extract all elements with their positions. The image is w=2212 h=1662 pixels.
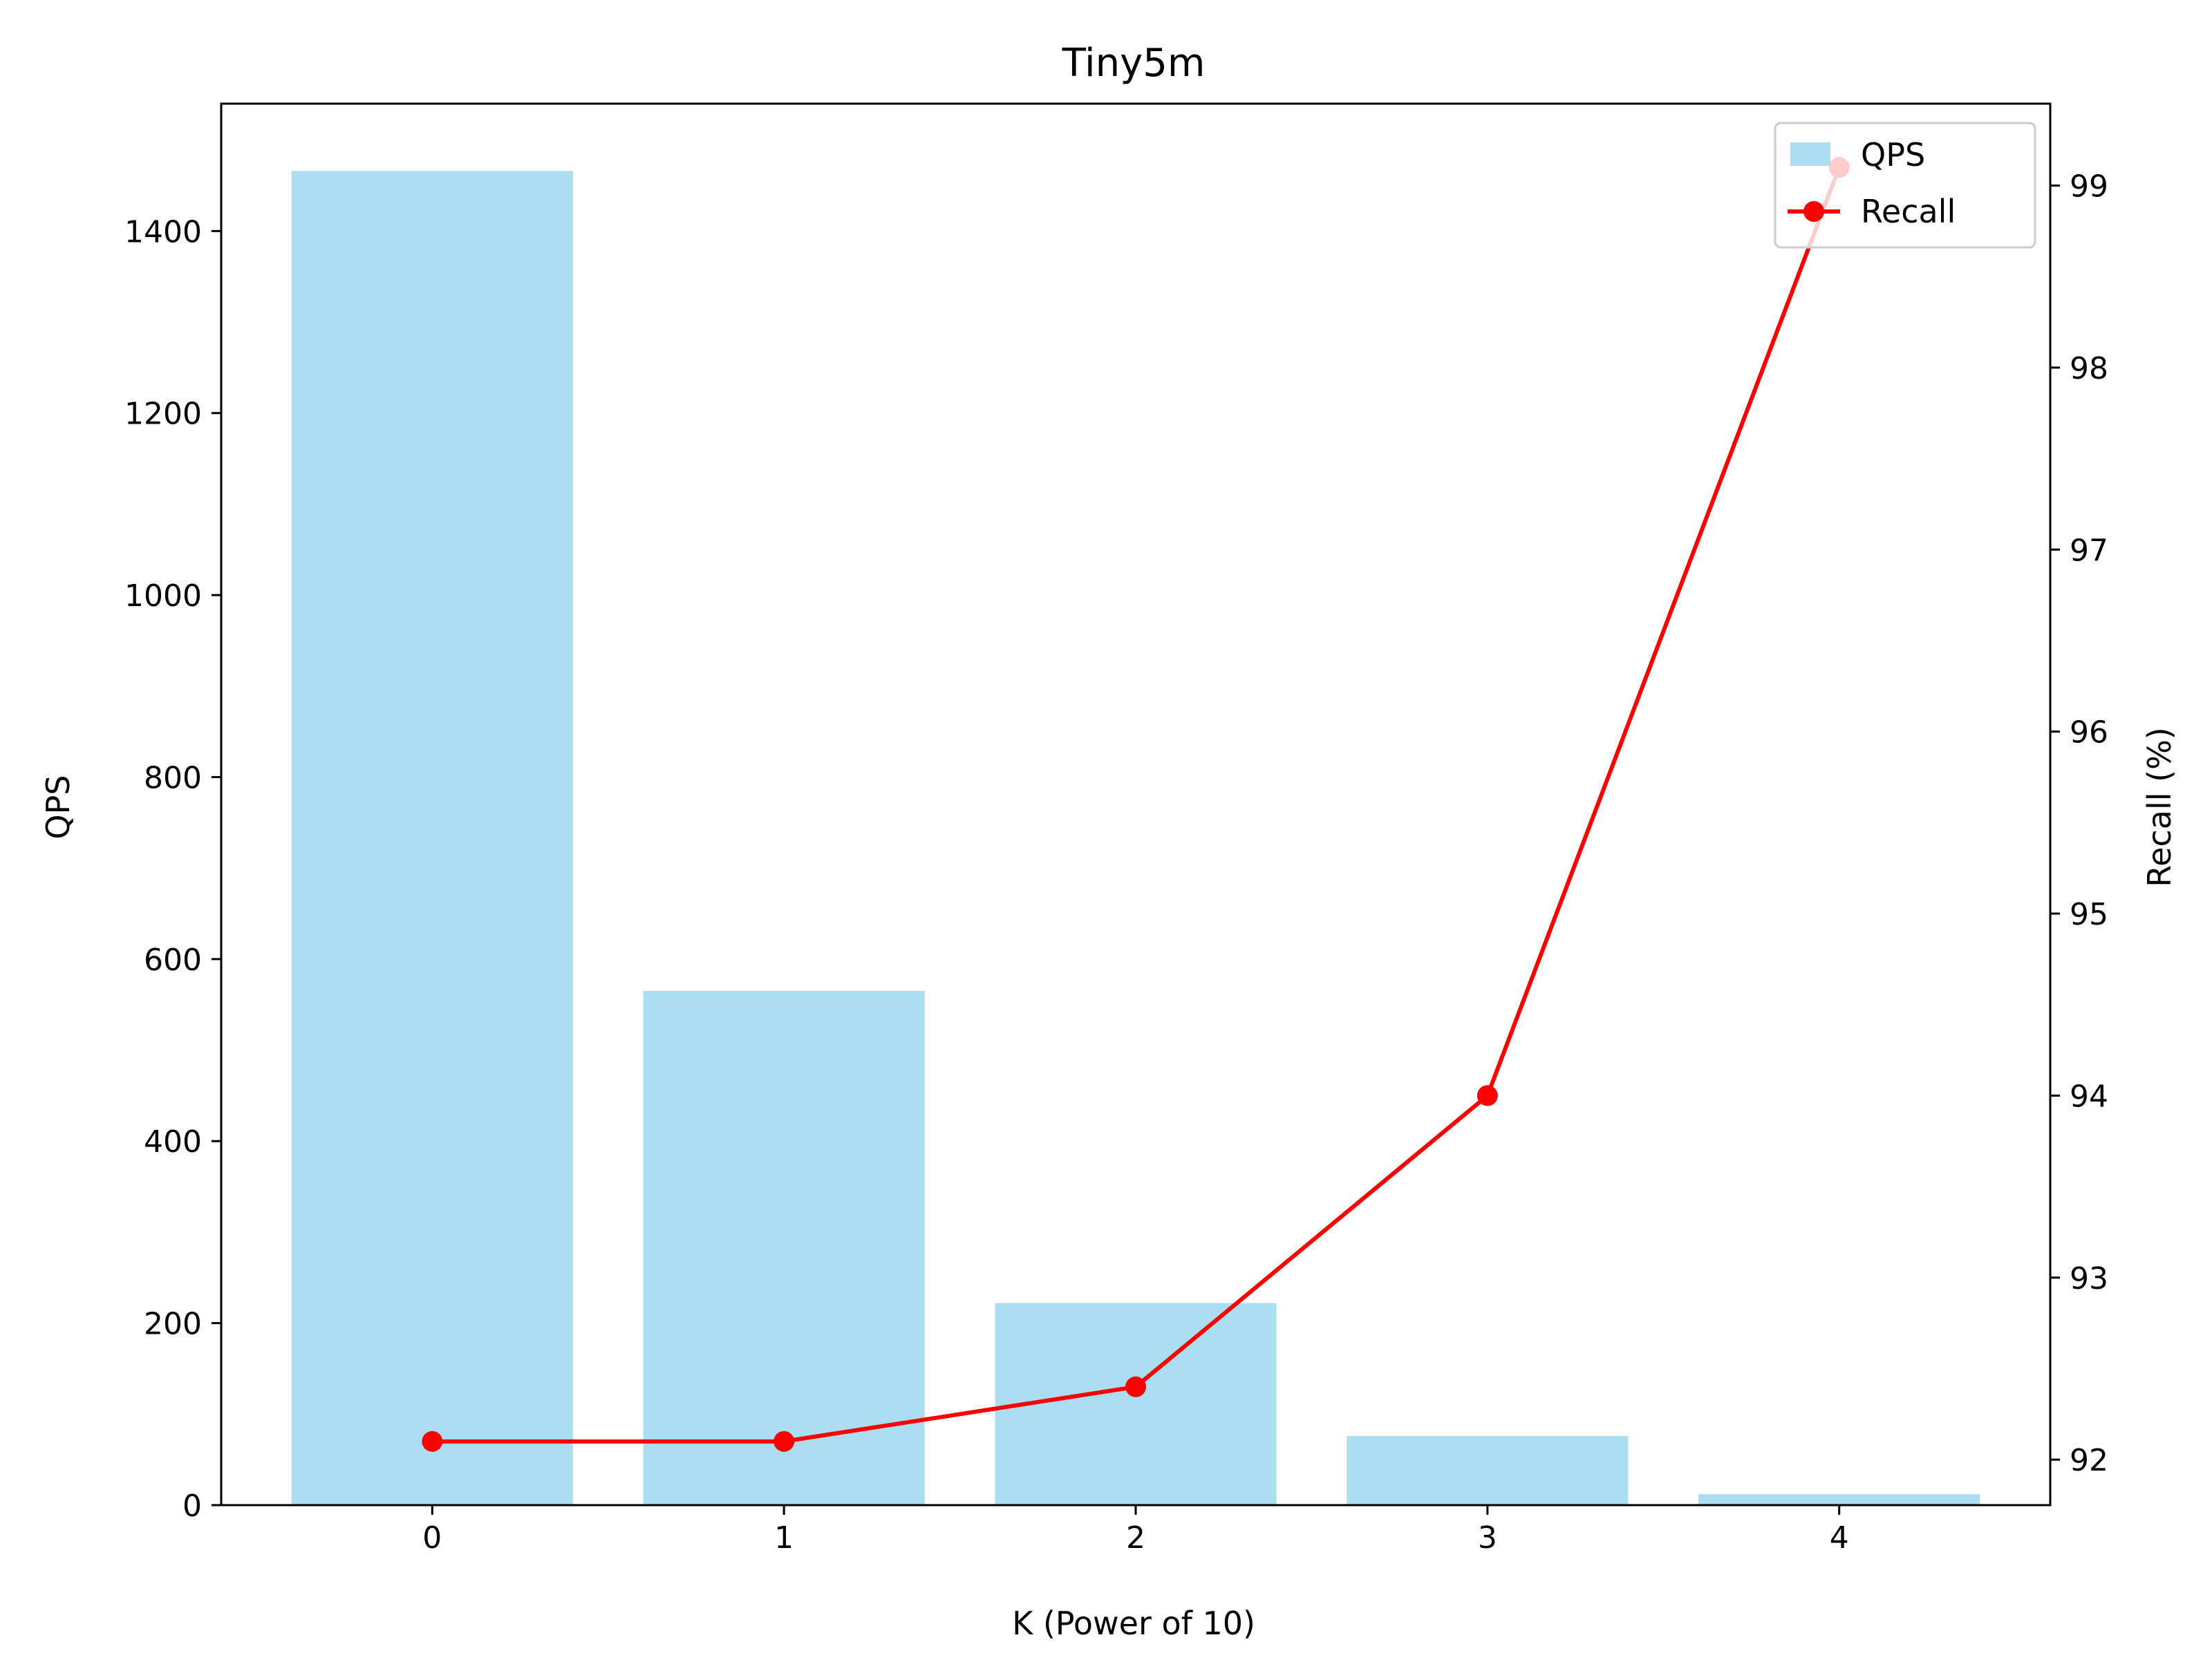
x-tick-label: 3 bbox=[1478, 1520, 1497, 1556]
y-tick-label: 1200 bbox=[124, 397, 202, 432]
y-axis-label: QPS bbox=[39, 775, 77, 839]
y2-axis-label: Recall (%) bbox=[2141, 727, 2178, 887]
recall-point-0 bbox=[422, 1430, 443, 1452]
y2-tick-label: 96 bbox=[2070, 715, 2108, 750]
y2-tick-label: 95 bbox=[2070, 897, 2108, 932]
bar-4 bbox=[1698, 1494, 1980, 1505]
legend-qps-swatch bbox=[1790, 142, 1830, 166]
y-tick-label: 600 bbox=[144, 943, 202, 978]
y-tick-label: 1400 bbox=[124, 214, 202, 249]
x-tick-label: 2 bbox=[1126, 1520, 1145, 1556]
legend-qps-label: QPS bbox=[1861, 136, 1925, 173]
x-axis-label: K (Power of 10) bbox=[1012, 1605, 1255, 1642]
y2-tick-label: 94 bbox=[2070, 1079, 2108, 1114]
chart-title: Tiny5m bbox=[1062, 41, 1206, 86]
y2-tick-label: 92 bbox=[2070, 1443, 2108, 1478]
x-tick-label: 1 bbox=[774, 1520, 794, 1556]
y-tick-label: 400 bbox=[144, 1124, 202, 1160]
y2-tick-label: 97 bbox=[2070, 533, 2108, 568]
recall-point-1 bbox=[774, 1430, 795, 1452]
recall-point-2 bbox=[1125, 1376, 1146, 1397]
y2-tick-label: 93 bbox=[2070, 1261, 2108, 1296]
legend-recall-label: Recall bbox=[1861, 193, 1956, 230]
y2-tick-label: 99 bbox=[2070, 169, 2108, 205]
y2-tick-label: 98 bbox=[2070, 351, 2108, 386]
legend-frame bbox=[1774, 122, 2036, 249]
axes: 0 1 2 3 4 0 200 400 600 800 1000 1200 1400 92 93 94 95 96… bbox=[124, 102, 2108, 1556]
y-tick-label: 0 bbox=[182, 1489, 202, 1524]
bar-2 bbox=[995, 1303, 1277, 1505]
x-tick-label: 0 bbox=[422, 1520, 442, 1556]
bar-0 bbox=[291, 171, 573, 1506]
bar-3 bbox=[1347, 1435, 1629, 1505]
legend-recall-marker bbox=[1803, 201, 1824, 222]
y-tick-label: 200 bbox=[144, 1307, 202, 1342]
legend: QPS Recall bbox=[1774, 122, 2036, 249]
bar-1 bbox=[643, 990, 925, 1505]
y-tick-label: 1000 bbox=[124, 578, 202, 614]
recall-point-3 bbox=[1477, 1085, 1498, 1106]
y-tick-label: 800 bbox=[144, 760, 202, 795]
plot-area bbox=[291, 157, 1980, 1506]
x-tick-label: 4 bbox=[1830, 1520, 1849, 1556]
